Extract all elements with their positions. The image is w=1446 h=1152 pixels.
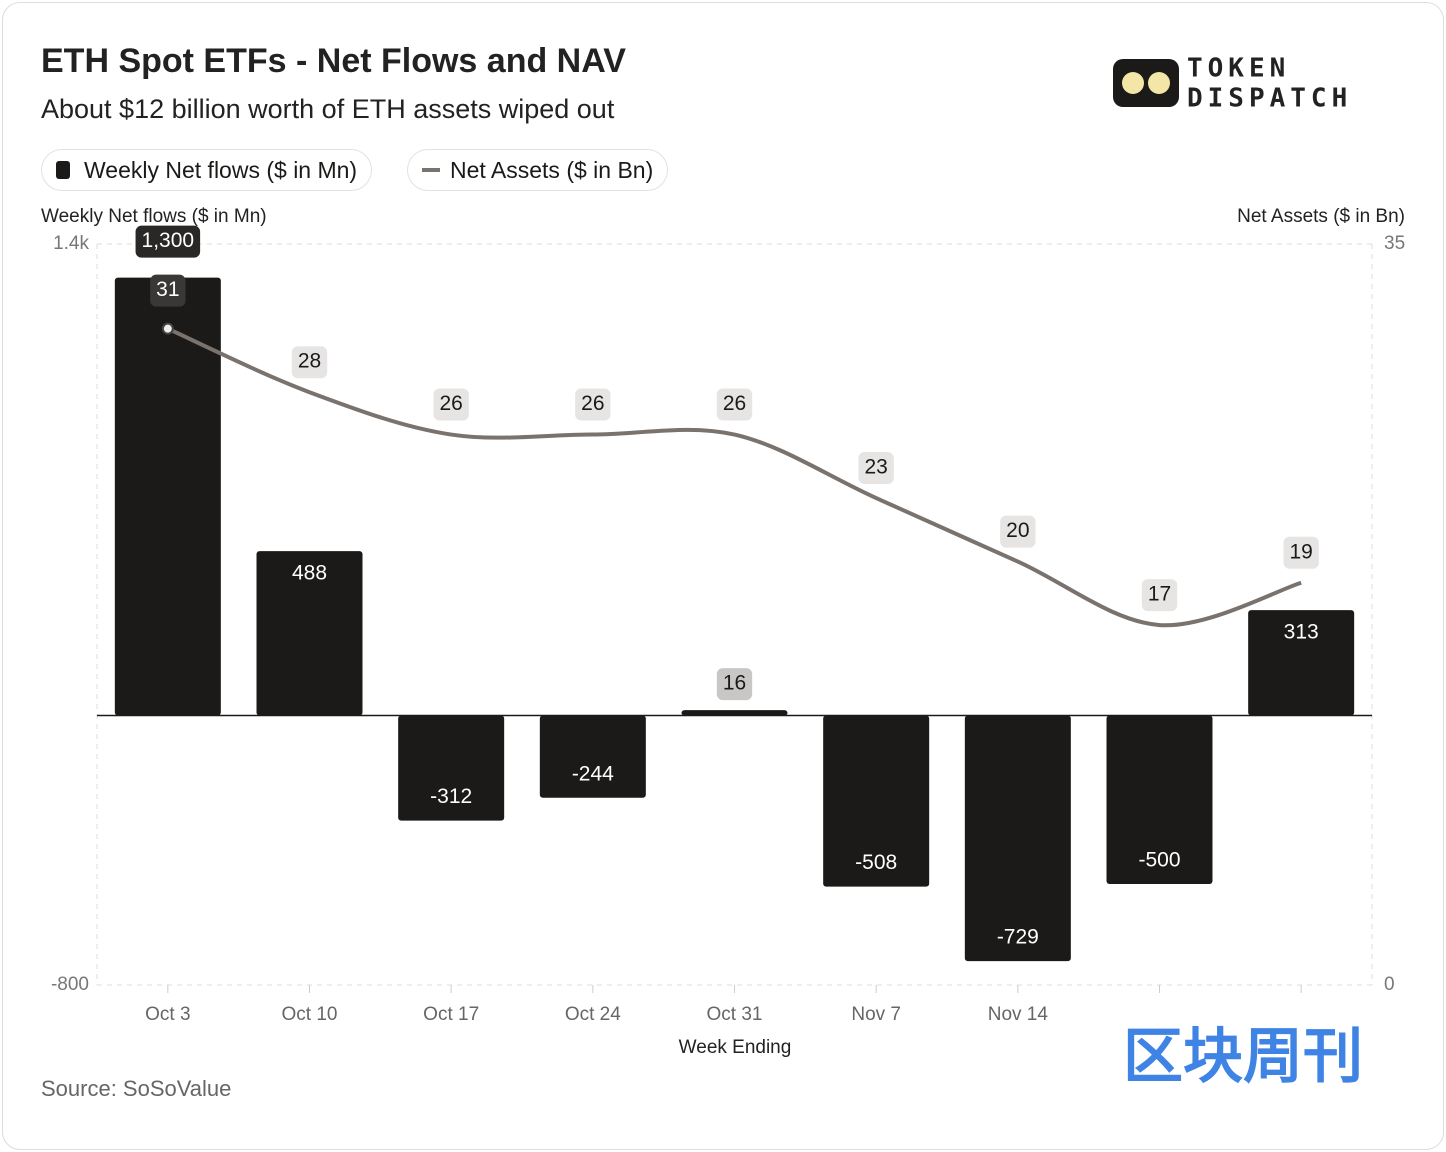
data-label-bg xyxy=(433,388,469,421)
legend-swatch xyxy=(422,168,440,172)
chart-title: ETH Spot ETFs - Net Flows and NAV xyxy=(41,42,626,80)
bar xyxy=(823,715,930,887)
x-tick-label: Oct 17 xyxy=(423,1004,479,1025)
logo-eye xyxy=(1148,72,1170,94)
bar xyxy=(539,715,646,798)
data-label-bg xyxy=(135,225,201,258)
data-label: 19 xyxy=(1289,540,1312,563)
data-label: 488 xyxy=(292,562,327,585)
x-axis-title: Week Ending xyxy=(679,1037,792,1058)
brand-text: TOKEN xyxy=(1187,54,1290,84)
data-label-bg xyxy=(716,388,753,421)
y2-tick-label: 0 xyxy=(1384,974,1395,995)
line xyxy=(167,326,1302,628)
legend-item[interactable]: Weekly Net flows ($ in Mn) xyxy=(41,149,373,191)
legend-label: Net Assets ($ in Bn) xyxy=(450,156,654,183)
bar xyxy=(398,715,505,821)
chart: ETH Spot ETFs - Net Flows and NAV About … xyxy=(41,42,1405,1101)
data-label: -244 xyxy=(572,762,614,785)
y2-tick-label: 35 xyxy=(1384,233,1405,254)
bar xyxy=(1106,715,1213,884)
bar xyxy=(1248,610,1355,716)
data-label: 17 xyxy=(1148,583,1171,606)
data-label-bg xyxy=(1283,536,1319,569)
data-label-bg xyxy=(291,346,328,379)
legend-label: Weekly Net flows ($ in Mn) xyxy=(84,156,358,183)
x-tick-label: Oct 3 xyxy=(145,1004,190,1025)
data-label: -729 xyxy=(997,926,1039,949)
data-label-bg xyxy=(1000,515,1036,548)
data-label: 28 xyxy=(298,350,321,373)
source: Source: SoSoValue xyxy=(41,1076,231,1101)
data-label: 26 xyxy=(439,392,462,415)
legend-item[interactable]: Net Assets ($ in Bn) xyxy=(407,149,669,191)
bar xyxy=(256,551,363,716)
x-tick-label: Oct 10 xyxy=(282,1004,338,1025)
y-axis-title: Weekly Net flows ($ in Mn) xyxy=(41,206,267,227)
legend-swatch xyxy=(56,161,70,179)
bar xyxy=(681,710,788,716)
line-point xyxy=(161,322,174,335)
data-label: -508 xyxy=(855,851,897,874)
data-label: 20 xyxy=(1006,519,1029,542)
bar xyxy=(114,277,221,716)
x-tick-label: Nov 7 xyxy=(851,1004,901,1025)
brand-text: DISPATCH xyxy=(1187,84,1352,114)
data-label: 26 xyxy=(723,392,746,415)
data-label-bg xyxy=(1141,579,1178,612)
x-tick-label: Nov 14 xyxy=(988,1004,1049,1025)
y-tick-label: 1.4k xyxy=(53,233,89,254)
data-label-bg xyxy=(575,388,611,421)
data-label: 26 xyxy=(581,392,604,415)
x-tick-label: Oct 24 xyxy=(565,1004,621,1025)
data-label: 313 xyxy=(1284,621,1319,644)
data-label: 1,300 xyxy=(142,229,195,252)
chart-subtitle: About $12 billion worth of ETH assets wi… xyxy=(41,94,615,124)
bar xyxy=(964,715,1071,962)
data-label-bg xyxy=(716,668,753,701)
logo-icon xyxy=(1113,59,1179,107)
y-tick-label: -800 xyxy=(51,974,89,995)
data-label-bg xyxy=(858,452,894,485)
data-label: -312 xyxy=(430,785,472,808)
data-label-bg xyxy=(150,274,186,307)
x-tick-label: Oct 31 xyxy=(707,1004,763,1025)
watermark: 区块周刊 xyxy=(1123,1023,1363,1090)
data-label: -500 xyxy=(1138,849,1180,872)
data-label: 16 xyxy=(723,672,746,695)
y2-axis-title: Net Assets ($ in Bn) xyxy=(1237,206,1405,227)
data-label: 31 xyxy=(156,278,179,301)
data-label: 23 xyxy=(864,456,887,479)
logo-eye xyxy=(1122,72,1144,94)
